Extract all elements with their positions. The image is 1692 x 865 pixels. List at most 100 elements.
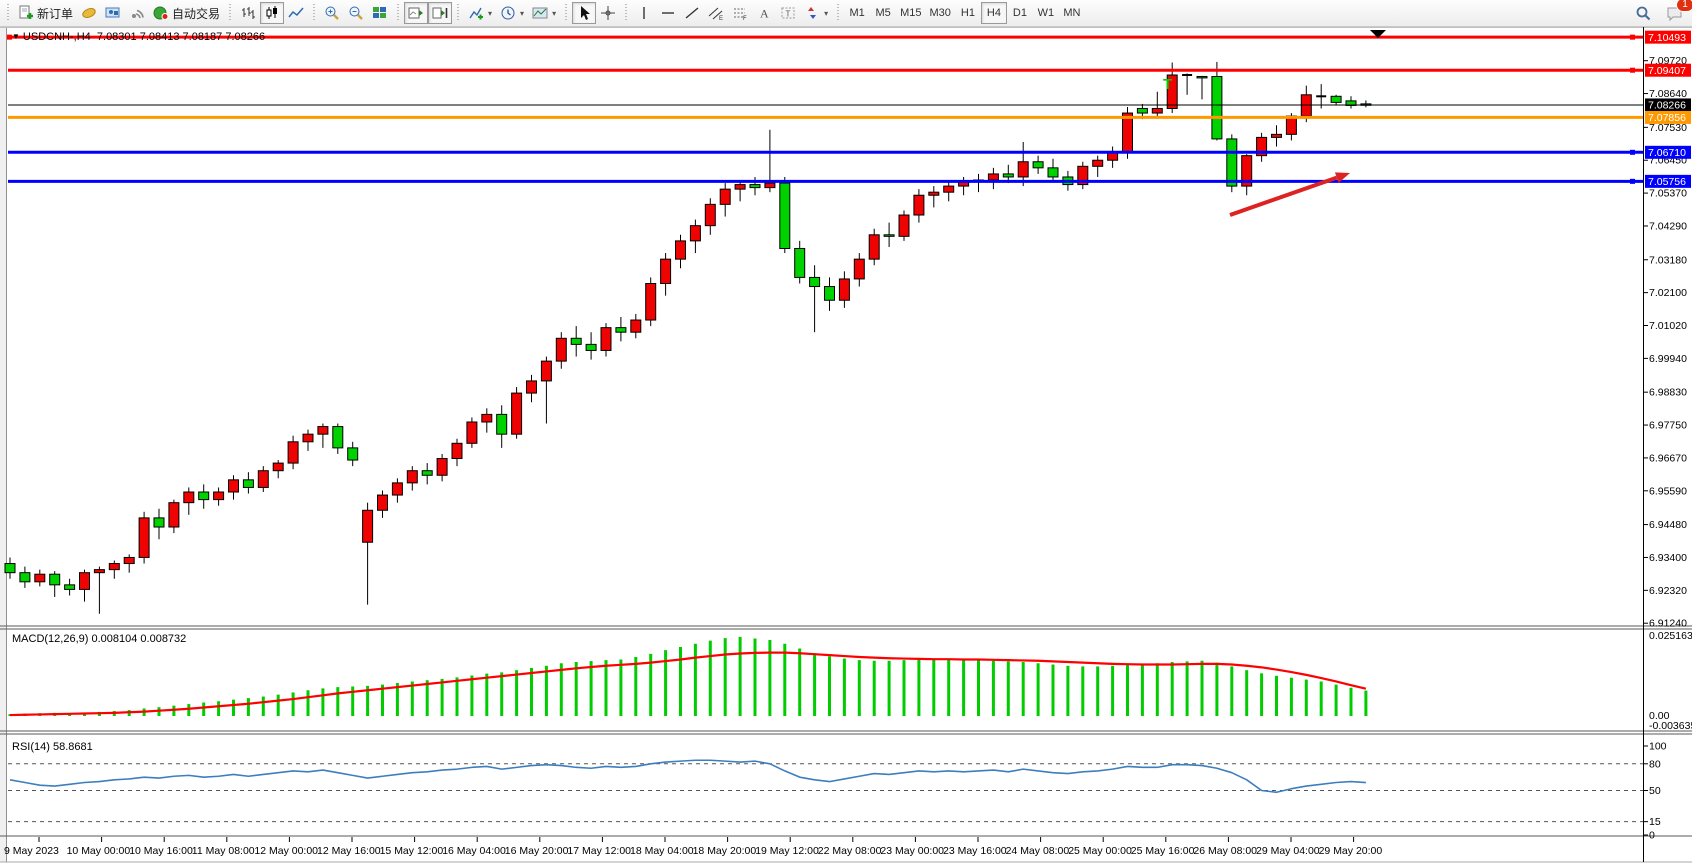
tab-timeframe-D1[interactable]: D1: [1007, 2, 1033, 24]
candle-body: [540, 360, 552, 382]
toolbar-grip[interactable]: [563, 4, 570, 22]
templates-button[interactable]: ▾: [528, 2, 560, 24]
channel-button[interactable]: E: [704, 2, 728, 24]
label-button[interactable]: T: [776, 2, 800, 24]
candle-body: [809, 276, 821, 288]
candle-body: [600, 327, 612, 351]
macd-pane: [8, 636, 1368, 717]
line-chart-icon: [288, 5, 304, 21]
candle-body: [898, 214, 910, 237]
signals-button[interactable]: [125, 2, 149, 24]
toolbar-grip[interactable]: [5, 4, 11, 22]
vertical-line-button[interactable]: [632, 2, 656, 24]
time-label: 23 May 16:00: [943, 845, 1007, 857]
toolbar: 新订单 自动交易 ▾ ▾ ▾: [0, 0, 1692, 27]
trade-marker-t[interactable]: T: [1163, 76, 1172, 93]
mql5-button[interactable]: [77, 2, 101, 24]
price-badge-label: 7.08266: [1648, 100, 1686, 112]
cursor-button[interactable]: [572, 2, 597, 24]
equidistant-channel-icon: E: [708, 5, 724, 21]
tab-timeframe-H4[interactable]: H4: [980, 2, 1007, 24]
candle-body: [123, 556, 135, 565]
chart-window[interactable]: T 7.09720 7.08640 7.07530 7.06450 7.05370 7.04…: [0, 27, 1692, 865]
cursor-icon: [576, 5, 592, 21]
collapse-triangle-icon[interactable]: ▼: [12, 32, 20, 41]
zoom-in-button[interactable]: [320, 2, 344, 24]
hline-handle[interactable]: [7, 34, 12, 40]
toolbar-grip[interactable]: [311, 4, 318, 22]
time-label: 18 May 04:00: [630, 845, 694, 857]
price-tick-label: 6.98830: [1649, 387, 1687, 399]
template-icon: [532, 5, 548, 21]
red-arrow-annotation[interactable]: [1229, 175, 1338, 217]
time-label: 10 May 00:00: [67, 845, 131, 857]
time-label: 26 May 08:00: [1193, 845, 1257, 857]
hline-handle[interactable]: [1630, 34, 1635, 40]
new-order-button[interactable]: 新订单: [14, 2, 77, 24]
label-t-icon: T: [780, 5, 796, 21]
chart-symbol-period: USDCNH-,H4: [22, 31, 91, 43]
toolbar-grip[interactable]: [623, 4, 630, 22]
macd-axis-label: -0.003635: [1649, 720, 1692, 732]
toolbar-grip[interactable]: [455, 4, 462, 22]
rsi-axis-label: 80: [1649, 758, 1661, 770]
candle-body: [64, 584, 76, 590]
tab-timeframe-W1[interactable]: W1: [1033, 2, 1059, 24]
price-tick-label: 6.96670: [1649, 452, 1687, 464]
hline-handle[interactable]: [1630, 178, 1635, 184]
chart-canvas[interactable]: T7.097207.086407.075307.064507.053707.04…: [0, 27, 1692, 865]
candle-body: [719, 188, 731, 205]
price-tick-label: 7.07530: [1649, 122, 1687, 134]
chart-line-button[interactable]: [284, 2, 308, 24]
hline-handle[interactable]: [1630, 67, 1635, 73]
toolbar-grip[interactable]: [835, 4, 842, 22]
toolbar-grip[interactable]: [395, 4, 402, 22]
autoscroll-button[interactable]: [404, 2, 429, 24]
zoom-out-button[interactable]: [344, 2, 368, 24]
chart-candles-button[interactable]: [260, 2, 285, 24]
fibonacci-button[interactable]: F: [728, 2, 752, 24]
tab-timeframe-M1[interactable]: M1: [844, 2, 870, 24]
red-arrowhead[interactable]: [1334, 172, 1350, 183]
toolbar-grip[interactable]: [227, 4, 234, 22]
chart-bars-button[interactable]: [236, 2, 260, 24]
autotrade-button[interactable]: 自动交易: [149, 2, 224, 24]
time-label: 29 May 20:00: [1319, 845, 1383, 857]
notification-badge: 1: [1676, 0, 1692, 12]
candle-body: [1002, 173, 1014, 178]
time-label: 16 May 20:00: [505, 845, 569, 857]
search-button[interactable]: [1631, 3, 1656, 25]
tab-timeframe-MN[interactable]: MN: [1059, 2, 1085, 24]
down-triangle-marker[interactable]: [1370, 30, 1386, 38]
candle-body: [213, 491, 225, 501]
time-label: 17 May 12:00: [567, 845, 631, 857]
rsi-axis-label: 100: [1649, 741, 1667, 753]
price-tick-label: 7.02100: [1649, 287, 1687, 299]
chart-shift-icon: [432, 5, 448, 21]
arrows-button[interactable]: ▾: [800, 2, 832, 24]
hline-handle[interactable]: [1630, 149, 1635, 155]
periods-button[interactable]: ▾: [496, 2, 528, 24]
tab-timeframe-M30[interactable]: M30: [926, 2, 955, 24]
metaeditor-button[interactable]: [101, 2, 125, 24]
candle-body: [272, 462, 284, 472]
candle-body: [153, 517, 165, 528]
indicators-button[interactable]: ▾: [464, 2, 496, 24]
tab-timeframe-M5[interactable]: M5: [870, 2, 896, 24]
candle-body: [228, 479, 239, 493]
trendline-button[interactable]: [680, 2, 704, 24]
text-button[interactable]: A: [752, 2, 776, 24]
tab-timeframe-H1[interactable]: H1: [955, 2, 981, 24]
chart-title: ▼ USDCNH-,H4 7.08301 7.08413 7.08187 7.08…: [12, 31, 265, 43]
price-tick-label: 7.08640: [1649, 88, 1687, 100]
tile-windows-button[interactable]: [368, 2, 392, 24]
macd-signal-line: [9, 651, 1367, 717]
crosshair-button[interactable]: [596, 2, 620, 24]
tab-timeframe-M15[interactable]: M15: [896, 2, 925, 24]
time-label: 29 May 04:00: [1256, 845, 1320, 857]
text-a-icon: A: [756, 5, 772, 21]
time-label: 25 May 00:00: [1068, 845, 1132, 857]
price-badge: [1645, 98, 1691, 112]
chart-shift-button[interactable]: [428, 2, 453, 24]
horizontal-line-button[interactable]: [656, 2, 680, 24]
